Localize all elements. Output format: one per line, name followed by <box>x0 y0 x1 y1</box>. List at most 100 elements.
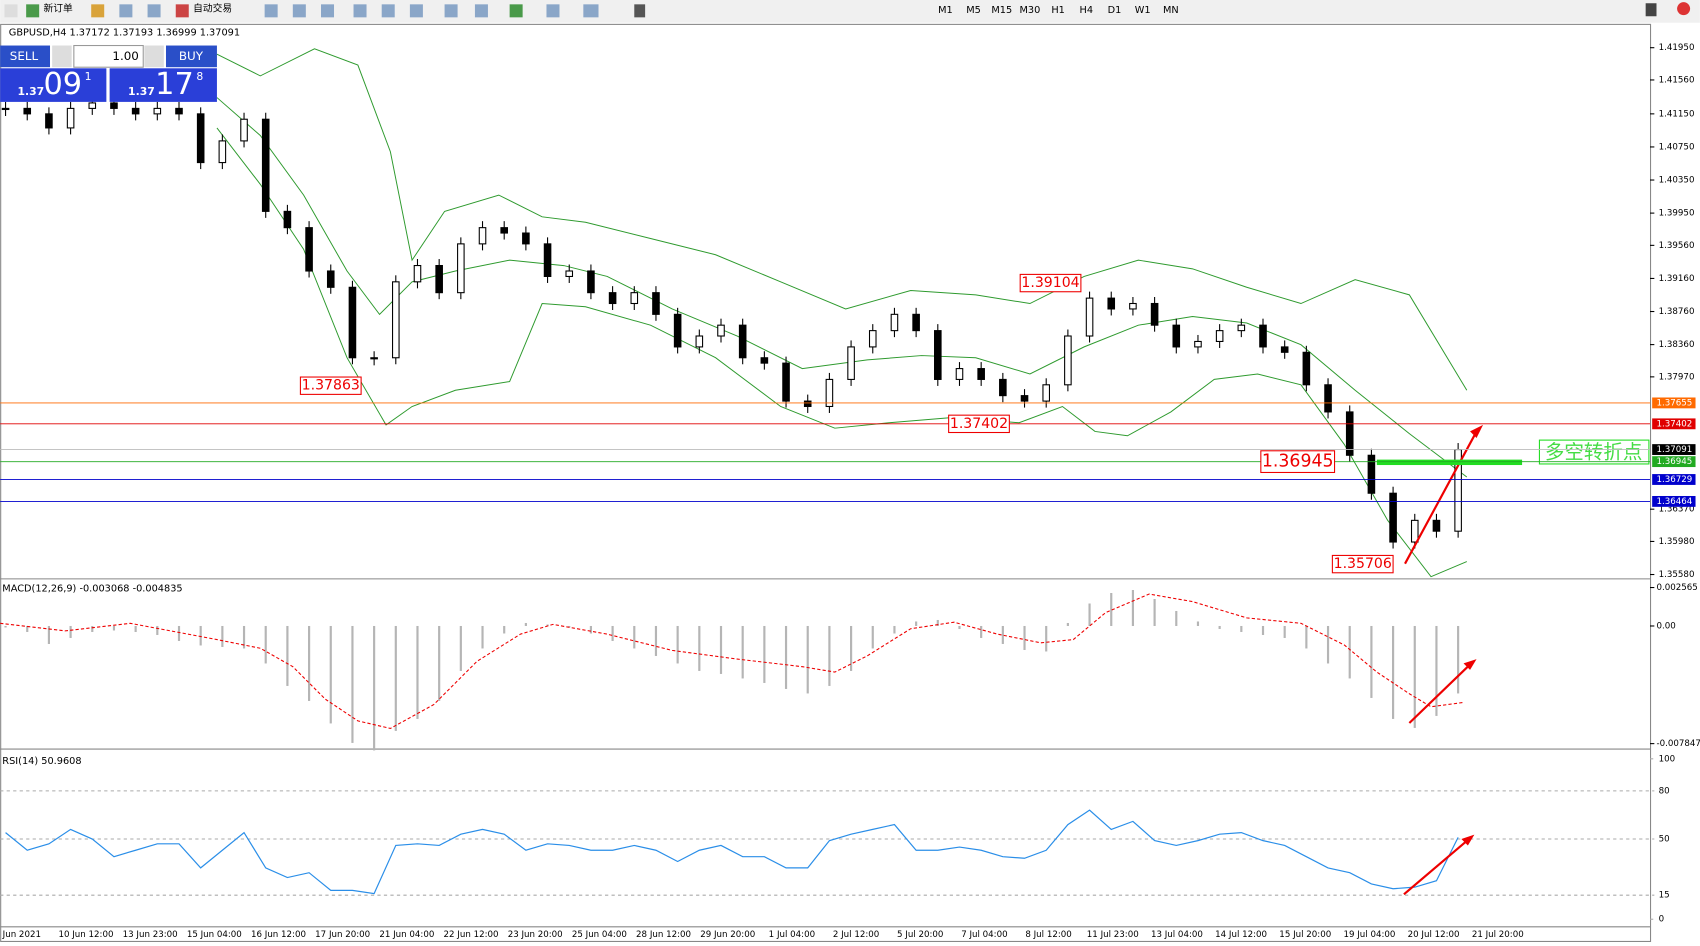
auto-trading[interactable]: 自动交易 <box>193 2 232 15</box>
rsi-tick-label: 15 <box>1659 891 1670 901</box>
timeframe-button[interactable]: MN <box>1163 5 1179 16</box>
candle <box>240 118 248 142</box>
macd-bar <box>654 625 658 656</box>
candle <box>131 107 140 115</box>
price-annotation: 1.37402 <box>950 416 1008 432</box>
time-label: 19 Jul 04:00 <box>1343 930 1395 940</box>
candle <box>652 292 660 315</box>
macd-bar <box>589 625 593 634</box>
timeframe-button[interactable]: M5 <box>966 5 981 16</box>
macd-bar <box>806 625 809 694</box>
level-label: 1.36464 <box>1656 497 1692 507</box>
price-annotation-box <box>1260 450 1336 474</box>
bollinger-bands <box>216 48 1468 578</box>
time-label: 2 Jul 12:00 <box>833 930 879 940</box>
macd-bar <box>1153 598 1156 626</box>
new-order[interactable]: 新订单 <box>44 2 73 15</box>
timeframe-button[interactable]: H1 <box>1051 5 1065 16</box>
candle <box>457 243 465 294</box>
chart-frame <box>0 23 1652 942</box>
macd-bar <box>503 625 506 634</box>
trend-arrow <box>1404 430 1478 565</box>
price-tick-label: 1.39950 <box>1659 209 1695 219</box>
candle <box>934 330 942 380</box>
candle <box>912 313 920 332</box>
candle <box>1129 302 1137 310</box>
macd-signal <box>0 593 1464 730</box>
candle <box>370 357 378 360</box>
macd-bar <box>980 625 983 638</box>
macd-bar <box>1175 610 1178 626</box>
price-tick-label: 1.41950 <box>1659 43 1695 53</box>
macd-bar <box>633 625 636 649</box>
candle <box>1237 324 1246 332</box>
macd-bar <box>47 625 51 644</box>
macd-bar <box>1305 625 1308 649</box>
bid-big: 1.37 <box>17 85 44 98</box>
turning-box <box>1538 439 1650 465</box>
lots-field[interactable]: 1.00 <box>112 49 139 63</box>
timeframe-button[interactable]: D1 <box>1108 5 1122 16</box>
turning-bar <box>1376 459 1523 466</box>
dynamic: 1.41950 1.41560 1.41150 1.40750 1.40350 1.399… <box>0 43 1696 940</box>
candle <box>66 107 75 129</box>
sell-button[interactable]: SELL <box>10 49 39 63</box>
timeframe-button[interactable]: H4 <box>1080 5 1094 16</box>
macd-bar <box>1370 625 1373 698</box>
candle <box>1020 395 1029 402</box>
level-tag <box>1652 456 1696 468</box>
price-tick-label: 1.40750 <box>1659 142 1695 152</box>
rsi-label: RSI(14) 50.9608 <box>2 756 81 767</box>
macd-bar <box>1413 625 1416 728</box>
macd-bar <box>828 625 831 686</box>
candle <box>890 313 899 332</box>
price-tick-label: 1.41150 <box>1659 109 1695 119</box>
time-label: Jun 2021 <box>2 930 41 940</box>
macd-bar <box>568 625 571 628</box>
toolbar-icons <box>4 2 1691 18</box>
candle <box>45 113 53 129</box>
macd-tick-label: 0.002565 <box>1656 583 1697 593</box>
timeframe-button[interactable]: W1 <box>1135 5 1151 16</box>
candle <box>23 107 32 115</box>
toolbar <box>0 0 1700 23</box>
macd-bar <box>438 625 441 701</box>
candle <box>565 270 574 277</box>
time-label: 15 Jul 20:00 <box>1279 930 1331 940</box>
price-annotation: 1.36945 <box>1262 452 1334 472</box>
macd-bar <box>1261 625 1265 635</box>
time-label: 28 Jun 12:00 <box>636 930 691 940</box>
rsi-tick-label: 0 <box>1659 915 1665 925</box>
macd-bar <box>871 625 874 649</box>
timeframe-button[interactable]: M30 <box>1020 5 1041 16</box>
macd-bar <box>307 625 311 701</box>
macd-bar <box>741 625 744 679</box>
time-label: 16 Jun 12:00 <box>251 930 306 940</box>
candle <box>1 107 10 111</box>
rsi-tick-label: 100 <box>1659 754 1676 764</box>
macd-bar <box>221 625 224 647</box>
timeframe-button[interactable]: M15 <box>991 5 1012 16</box>
candle <box>717 324 725 337</box>
price-annotation-box <box>1019 273 1082 293</box>
macd-bar <box>373 625 376 751</box>
macd-bar <box>1326 625 1330 664</box>
level-label: 1.36729 <box>1656 475 1692 485</box>
macd-bar <box>698 625 701 671</box>
candle <box>1042 384 1050 402</box>
price-tick-label: 1.39160 <box>1659 274 1695 284</box>
candle <box>1367 454 1376 494</box>
macd-bar <box>134 625 137 632</box>
price-annotation-box <box>299 376 362 395</box>
timeframe-button[interactable]: M1 <box>938 5 953 16</box>
buy-button[interactable]: BUY <box>179 49 204 63</box>
candle <box>261 118 270 212</box>
level-tag <box>1652 474 1696 485</box>
price-tick-label: 1.38360 <box>1659 340 1695 350</box>
price-tick-label: 1.37970 <box>1659 372 1695 382</box>
macd-bar <box>915 621 918 626</box>
candle <box>1324 384 1332 413</box>
macd-bar <box>26 625 29 632</box>
candle <box>283 210 292 229</box>
macd-bar <box>112 625 116 631</box>
